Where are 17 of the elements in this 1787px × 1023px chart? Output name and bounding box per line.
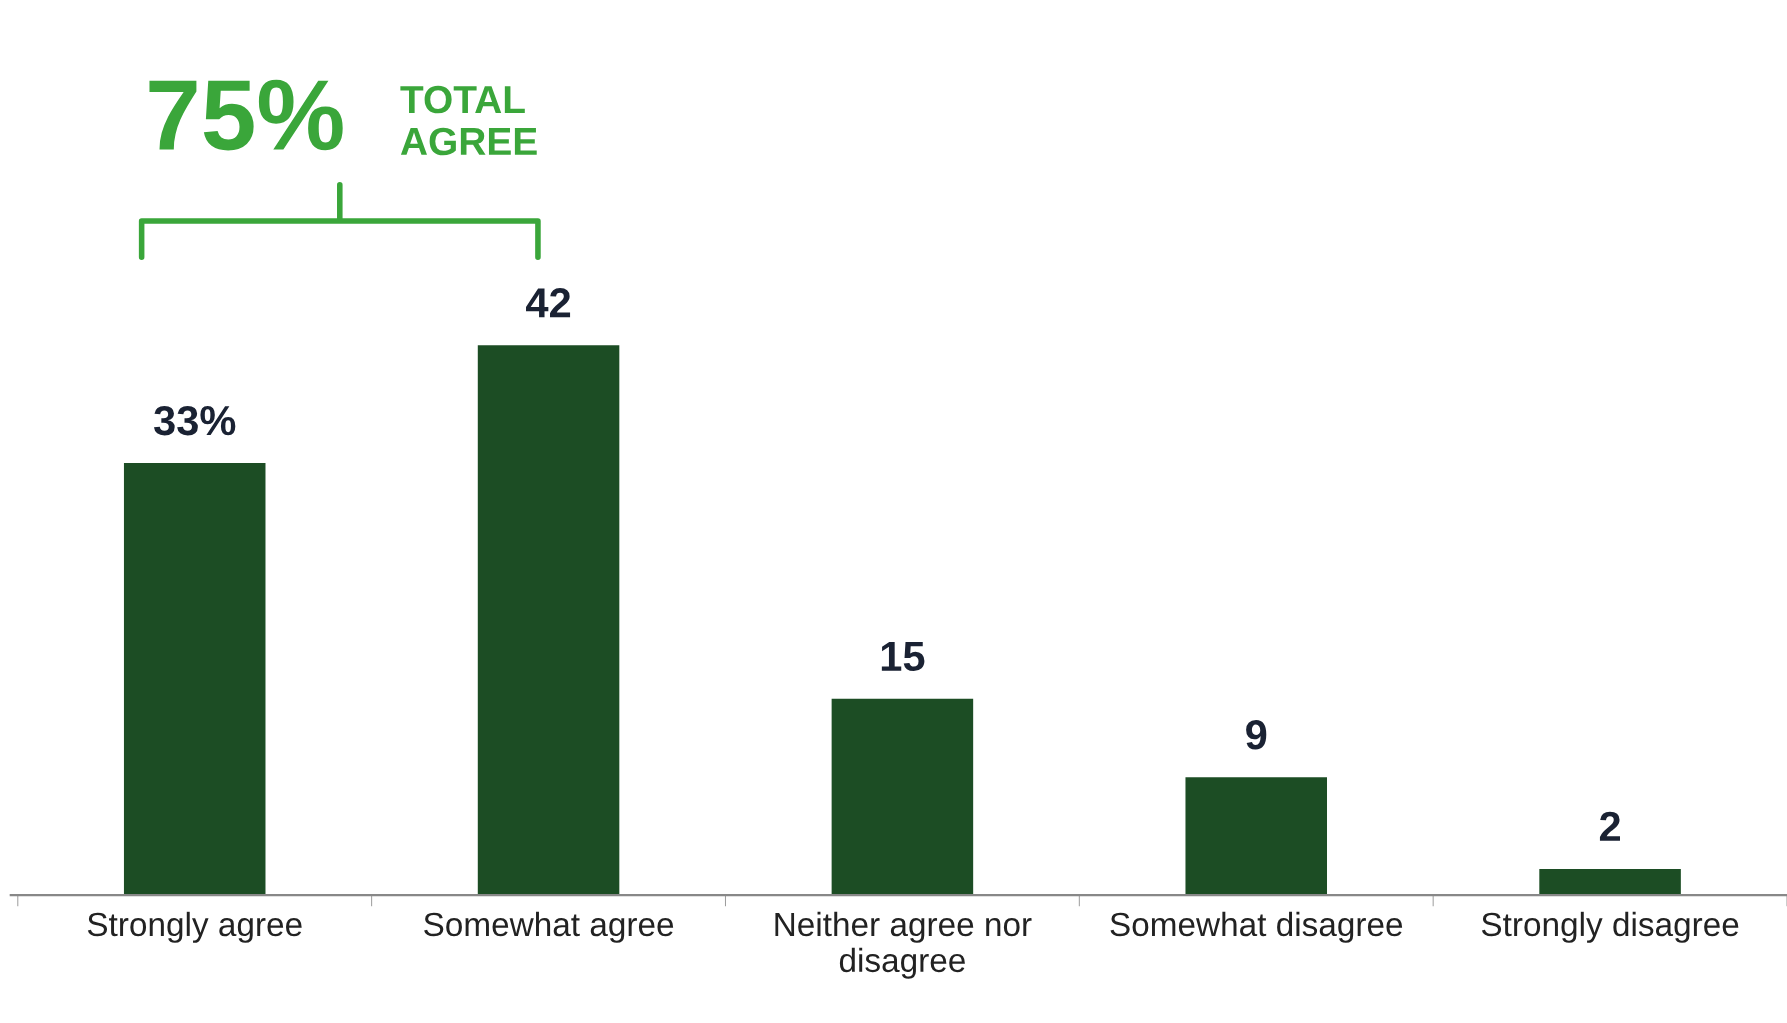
data-label: 9	[1246, 720, 1267, 750]
text: 75%	[149, 79, 343, 151]
x-tick-label: Somewhat disagree	[1110, 911, 1403, 943]
bar	[831, 698, 974, 896]
bar	[477, 345, 620, 896]
x-tick-label: Somewhat agree	[424, 911, 674, 943]
bar	[123, 463, 266, 896]
data-label: 33%	[153, 405, 236, 436]
data-label: 15	[881, 641, 925, 672]
bar	[1539, 868, 1681, 896]
text: TOTAL AGREE	[400, 85, 537, 156]
data-label: 2	[1599, 811, 1620, 841]
x-tick-label: Strongly disagree	[1481, 911, 1739, 943]
x-tick-label: Strongly agree	[87, 911, 302, 943]
data-label: 42	[526, 288, 571, 318]
x-tick-label: Neither agree nor disagree	[775, 911, 1032, 979]
bar	[1185, 777, 1328, 896]
